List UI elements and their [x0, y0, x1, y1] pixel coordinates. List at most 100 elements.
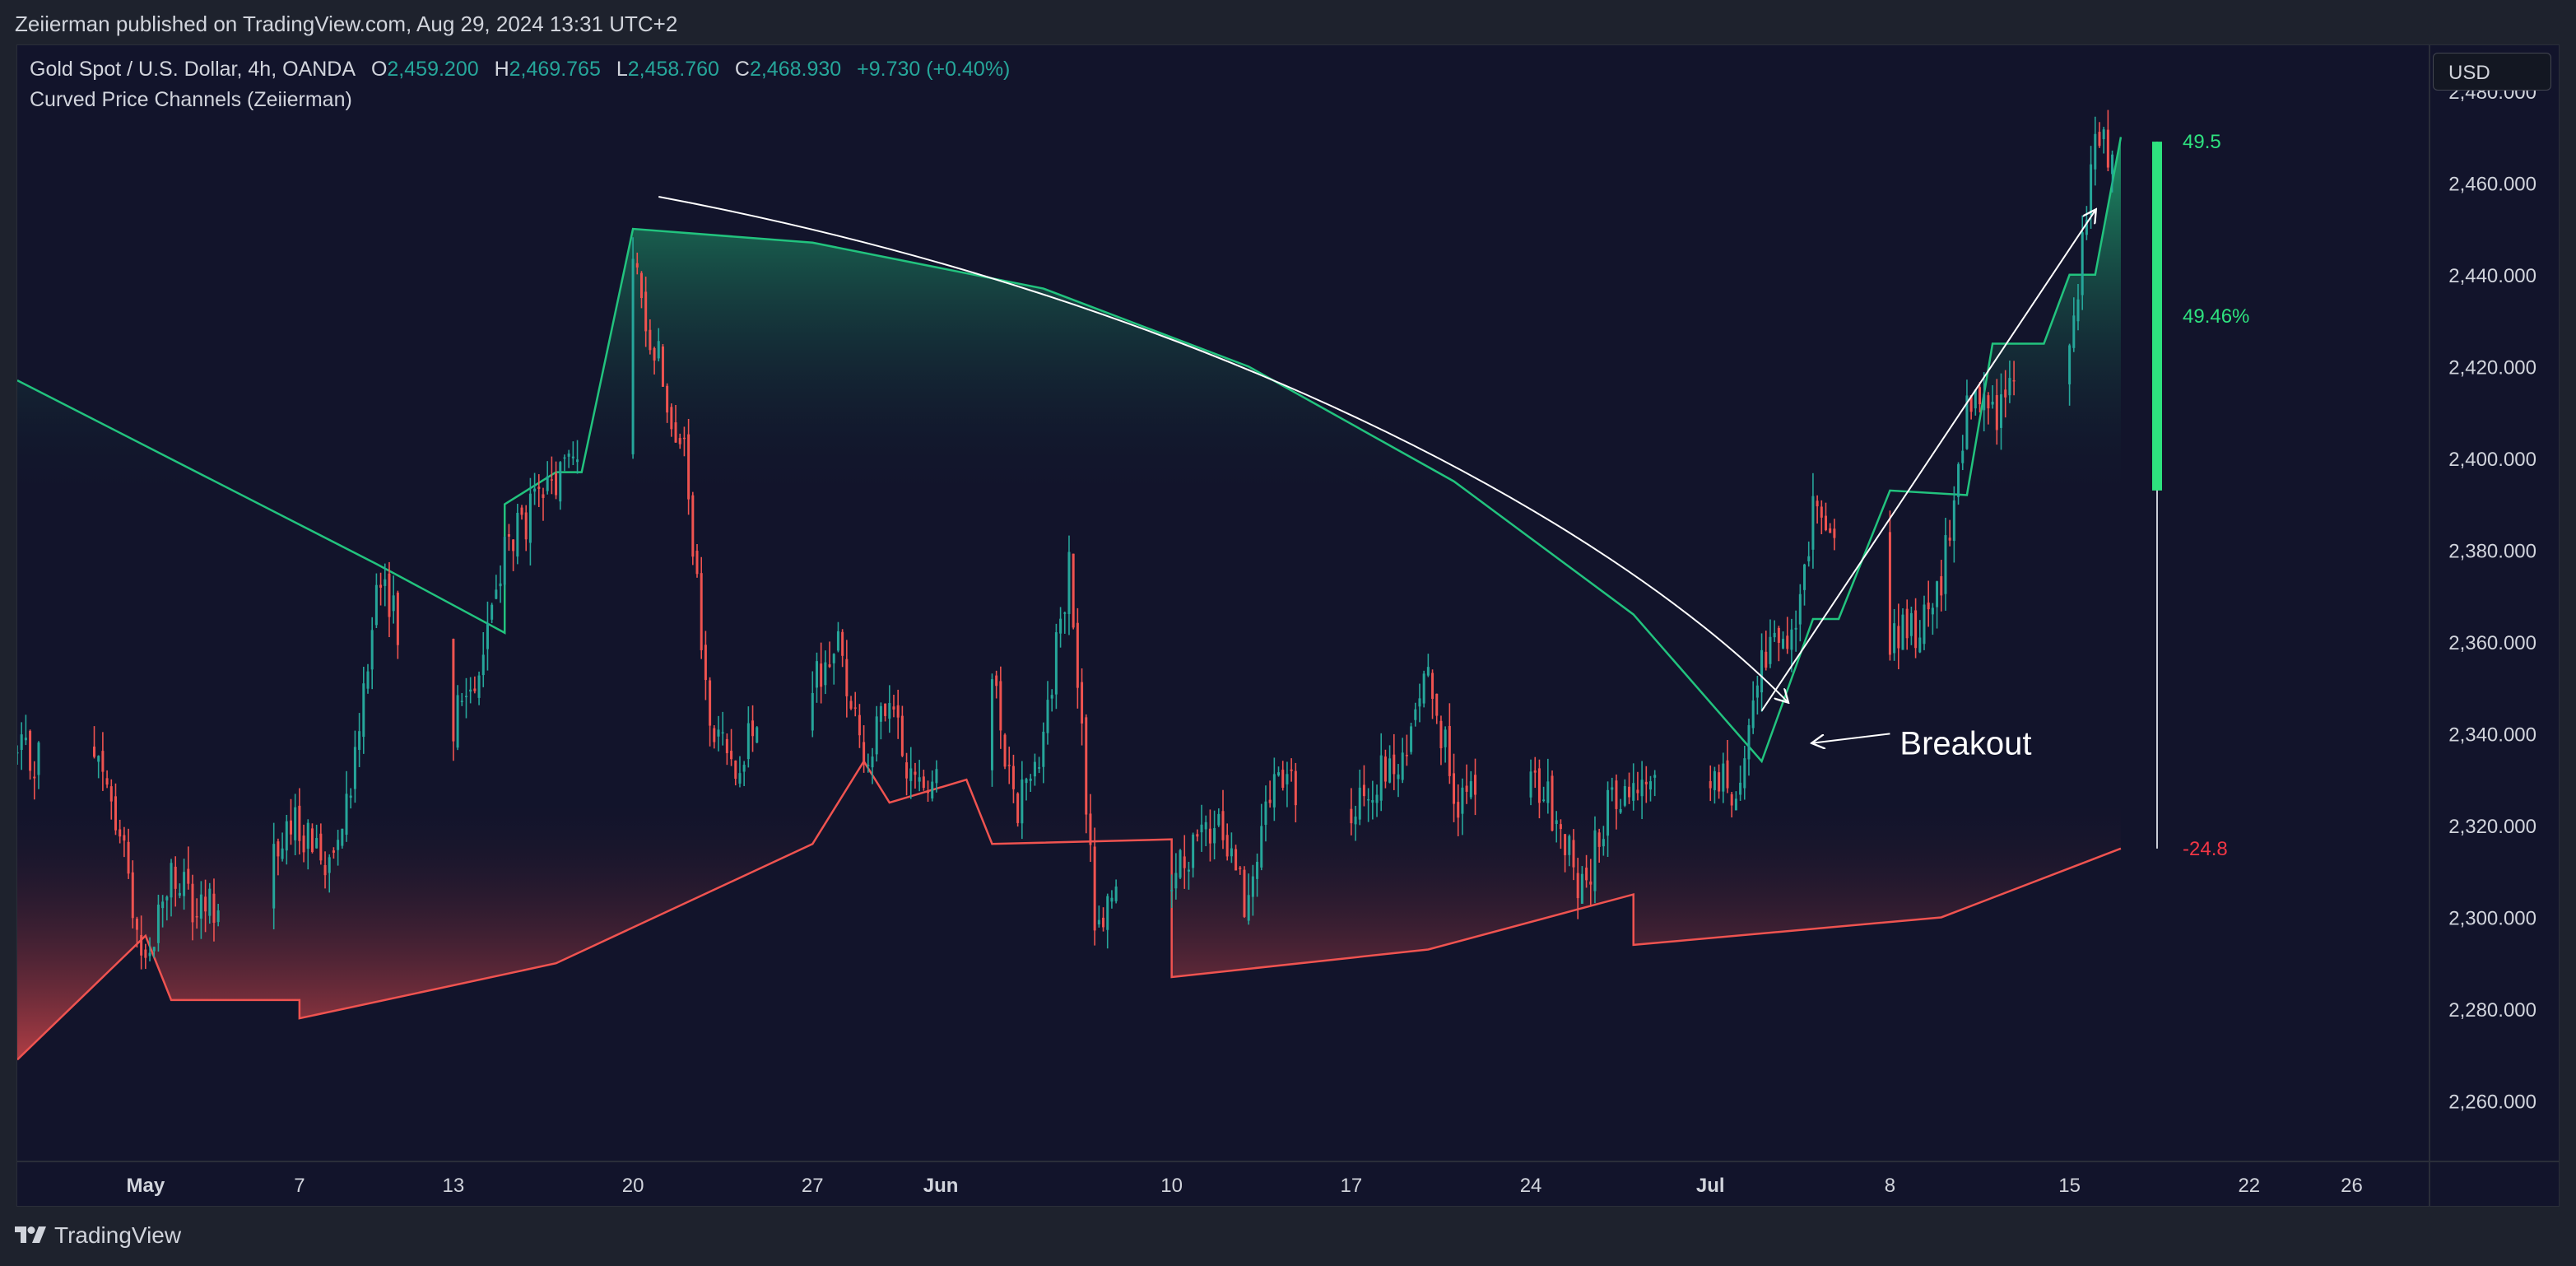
time-axis[interactable]: May 7 13 20 27 Jun 10 17 24 Jul 8 15 22 26: [16, 1161, 2560, 1197]
candle-body: [1097, 919, 1100, 925]
annotation-arrow: [1813, 733, 1890, 742]
candle-body: [1085, 717, 1088, 815]
candle-body: [1952, 500, 1955, 542]
candle-body: [1820, 506, 1823, 518]
candle-body: [1974, 389, 1977, 409]
gauge-bar: [2152, 142, 2162, 491]
candle-body: [1722, 763, 1725, 792]
candle-body: [691, 495, 695, 557]
candle-body: [1615, 780, 1618, 809]
legend-symbol[interactable]: Gold Spot / U.S. Dollar, 4h, OANDA: [30, 58, 356, 81]
candle-body: [1354, 816, 1357, 825]
price-axis[interactable]: 2,480.0002,460.0002,440.0002,420.0002,40…: [2429, 45, 2536, 1207]
candle-body: [1418, 698, 1421, 707]
candle-body: [135, 919, 138, 930]
time-tick-label: Jul: [1696, 1175, 1725, 1197]
legend-low: 2,458.760: [627, 58, 719, 81]
candle-body: [1597, 832, 1601, 847]
candle-body: [824, 662, 827, 686]
tradingview-brand[interactable]: TradingView: [15, 1222, 181, 1249]
candle-body: [127, 841, 130, 874]
candle-body: [2008, 378, 2011, 396]
candle-body: [2085, 219, 2088, 235]
candle-body: [152, 947, 156, 952]
candle-body: [1623, 786, 1626, 806]
candle-body: [1093, 846, 1096, 931]
candle-body: [1755, 685, 1759, 698]
candle-body: [571, 456, 574, 458]
candle-body: [717, 729, 720, 737]
candle-body: [1726, 760, 1729, 789]
candle-body: [1969, 395, 1973, 412]
candle-body: [1192, 834, 1195, 868]
candle-body: [1264, 801, 1267, 825]
candle-body: [990, 679, 993, 770]
candle-body: [486, 622, 489, 649]
candle-body: [1927, 603, 1930, 610]
candle-body: [1016, 793, 1020, 823]
candle-body: [1474, 775, 1477, 795]
candle-body: [1803, 564, 1806, 590]
candle-body: [1383, 756, 1387, 782]
candle-body: [1743, 758, 1746, 789]
time-tick-label: 10: [1160, 1175, 1183, 1197]
candle-body: [289, 820, 292, 835]
candle-body: [1358, 787, 1361, 820]
candle-body: [1798, 593, 1802, 625]
candle-body: [1029, 778, 1032, 781]
candle-body: [1760, 649, 1764, 693]
candle-body: [559, 462, 562, 502]
candle-body: [452, 639, 455, 742]
candle-body: [366, 671, 370, 689]
candle-body: [1961, 450, 1965, 463]
candle-body: [1469, 781, 1472, 798]
candle-body: [481, 654, 485, 676]
candle-body: [319, 833, 323, 861]
candle-body: [199, 894, 202, 919]
candle-body: [507, 533, 510, 537]
candle-body: [1765, 651, 1768, 668]
time-tick-label: 13: [443, 1175, 465, 1197]
candle-body: [1033, 761, 1036, 777]
candle-body: [1807, 556, 1811, 561]
candle-body: [1054, 632, 1058, 695]
candle-body: [1897, 626, 1900, 649]
candle-body: [1555, 820, 1558, 824]
candle-body: [1106, 896, 1109, 930]
candle-body: [109, 786, 113, 802]
candle-body: [495, 589, 498, 599]
candle-body: [33, 776, 36, 779]
candle-body: [858, 714, 861, 736]
candle-body: [1393, 754, 1396, 775]
candle-body: [281, 848, 284, 859]
candle-body: [1179, 849, 1182, 878]
candle-body: [1628, 786, 1631, 798]
candle-body: [1461, 787, 1464, 814]
candle-body: [657, 341, 660, 359]
candle-body: [2098, 132, 2101, 147]
candle-body: [678, 438, 681, 444]
candle-body: [533, 488, 537, 492]
time-tick-label: 15: [2058, 1175, 2081, 1197]
candle-body: [1410, 726, 1413, 752]
candle-body: [730, 751, 733, 760]
candle-body: [1794, 627, 1797, 630]
price-tick-label: 2,460.000: [2448, 173, 2536, 195]
candles-layer: [17, 109, 2114, 970]
candle-body: [119, 829, 122, 837]
candle-body: [1007, 765, 1011, 766]
candle-body: [1375, 794, 1379, 803]
candle-body: [1213, 828, 1216, 844]
candle-body: [1200, 824, 1203, 833]
currency-button[interactable]: USD: [2433, 53, 2551, 91]
candle-body: [2012, 379, 2016, 382]
candle-body: [863, 742, 866, 764]
chart-legend: Gold Spot / U.S. Dollar, 4h, OANDA O2,45…: [30, 58, 1010, 112]
bottom-bar: [0, 1208, 2576, 1266]
price-tick-label: 2,360.000: [2448, 632, 2536, 654]
candle-body: [1371, 800, 1374, 803]
candle-body: [114, 796, 117, 831]
legend-indicator[interactable]: Curved Price Channels (Zeiierman): [30, 88, 352, 111]
time-tick-label: 20: [622, 1175, 644, 1197]
